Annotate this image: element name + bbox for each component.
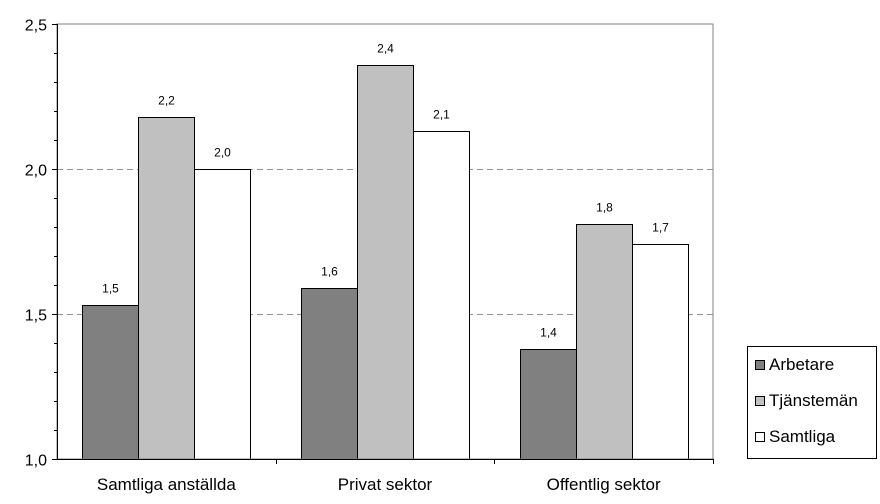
data-label: 1,6: [321, 265, 338, 279]
data-label: 2,0: [214, 146, 231, 160]
bar-samtliga-3: [632, 244, 689, 460]
x-category-label: Samtliga anställda: [97, 475, 236, 494]
legend-swatch-samtliga: [755, 432, 765, 442]
legend-swatch-tjanstemen: [755, 396, 765, 406]
legend-item-tjanstemen: Tjänstemän: [755, 391, 858, 411]
x-category-label: Privat sektor: [338, 475, 433, 494]
data-label: 1,7: [652, 221, 669, 235]
data-label: 1,8: [596, 201, 613, 215]
legend-swatch-arbetare: [755, 360, 765, 370]
y-tick-label: 1,0: [25, 453, 47, 470]
legend-label-tjanstemen: Tjänstemän: [769, 391, 858, 410]
axes: [52, 23, 714, 464]
data-label: 2,1: [433, 108, 450, 122]
bar-tjnstemn-3: [576, 224, 633, 460]
bar-tjnstemn-1: [138, 117, 195, 460]
legend-label-arbetare: Arbetare: [769, 355, 835, 374]
data-label: 2,2: [158, 94, 175, 108]
labels: 1,0 1,5 2,0 2,5 1,5 2,2 2,0 Samtliga anställda 1…: [25, 18, 669, 495]
bar-arbetare-3: [520, 349, 577, 460]
x-category-label: Offentlig sektor: [547, 475, 661, 494]
bar-tjnstemn-2: [357, 65, 414, 460]
y-tick-label: 1,5: [25, 308, 47, 325]
legend-item-samtliga: Samtliga: [755, 427, 835, 447]
data-label: 1,5: [102, 282, 119, 296]
bar-samtliga-2: [413, 131, 470, 460]
y-tick-label: 2,0: [25, 163, 47, 180]
legend: Arbetare Tjänstemän Samtliga: [747, 346, 877, 459]
legend-label-samtliga: Samtliga: [769, 427, 836, 446]
bar-arbetare-1: [82, 305, 139, 460]
bars: [82, 65, 689, 460]
bar-arbetare-2: [301, 288, 358, 460]
y-tick-label: 2,5: [25, 18, 47, 35]
data-label: 1,4: [540, 326, 557, 340]
legend-item-arbetare: Arbetare: [755, 355, 834, 375]
bar-samtliga-1: [194, 169, 251, 460]
data-label: 2,4: [377, 42, 394, 56]
